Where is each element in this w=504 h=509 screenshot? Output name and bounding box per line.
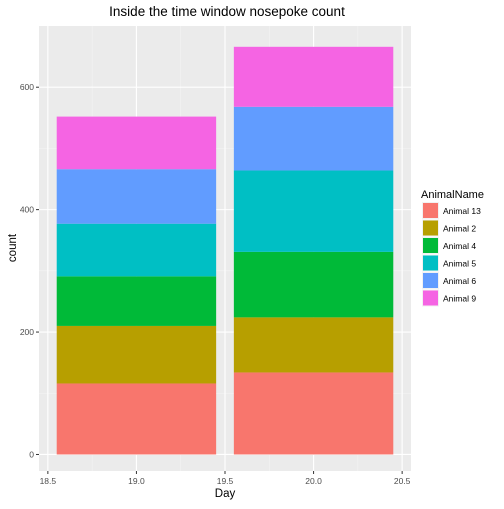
x-tick-label: 18.5 <box>40 476 57 486</box>
bar-segment-animal-13-day-20 <box>233 372 394 455</box>
legend-swatch <box>423 238 438 253</box>
bar-segment-animal-6-day-20 <box>233 106 394 171</box>
legend-swatch <box>423 203 438 218</box>
bar-segment-animal-5-day-20 <box>233 170 394 252</box>
bar-segment-animal-2-day-20 <box>233 317 394 373</box>
y-axis: 0 200 400 600 <box>20 82 39 459</box>
legend-swatch <box>423 255 438 271</box>
bar-segment-animal-6-day-19 <box>56 169 217 224</box>
y-axis-label: count <box>7 233 19 262</box>
x-tick-label: 19.0 <box>128 476 145 486</box>
bar-segment-animal-2-day-19 <box>56 325 217 384</box>
bar-segment-animal-13-day-19 <box>56 383 217 455</box>
bar-segment-animal-4-day-19 <box>56 276 217 326</box>
legend-swatch <box>423 273 438 288</box>
x-tick-label: 20.0 <box>305 476 322 486</box>
y-tick-label: 0 <box>29 449 34 459</box>
y-tick-label: 600 <box>20 82 34 92</box>
x-tick-label: 19.5 <box>217 476 234 486</box>
chart-title: Inside the time window nosepoke count <box>109 4 345 19</box>
legend-label: Animal 6 <box>443 276 476 286</box>
bars-layer <box>56 46 394 455</box>
legend-swatch <box>423 290 438 306</box>
legend-label: Animal 2 <box>443 224 476 234</box>
x-tick-label: 20.5 <box>394 476 411 486</box>
legend-items: Animal 13 Animal 2 Animal 4 Animal 5 Animal … <box>422 202 481 307</box>
legend-swatch <box>423 220 438 236</box>
bar-segment-animal-5-day-19 <box>56 223 217 277</box>
legend-label: Animal 5 <box>443 259 476 269</box>
y-tick-label: 200 <box>20 327 34 337</box>
bar-segment-animal-9-day-19 <box>56 116 217 170</box>
bar-segment-animal-4-day-20 <box>233 251 394 318</box>
y-tick-label: 400 <box>20 205 34 215</box>
legend-title: AnimalName <box>421 189 484 201</box>
legend-label: Animal 4 <box>443 241 476 251</box>
x-axis: 18.5 19.0 19.5 20.0 20.5 <box>40 471 411 486</box>
bar-segment-animal-9-day-20 <box>233 46 394 107</box>
legend-label: Animal 13 <box>443 206 481 216</box>
legend-label: Animal 9 <box>443 294 476 304</box>
x-axis-label: Day <box>215 488 236 500</box>
